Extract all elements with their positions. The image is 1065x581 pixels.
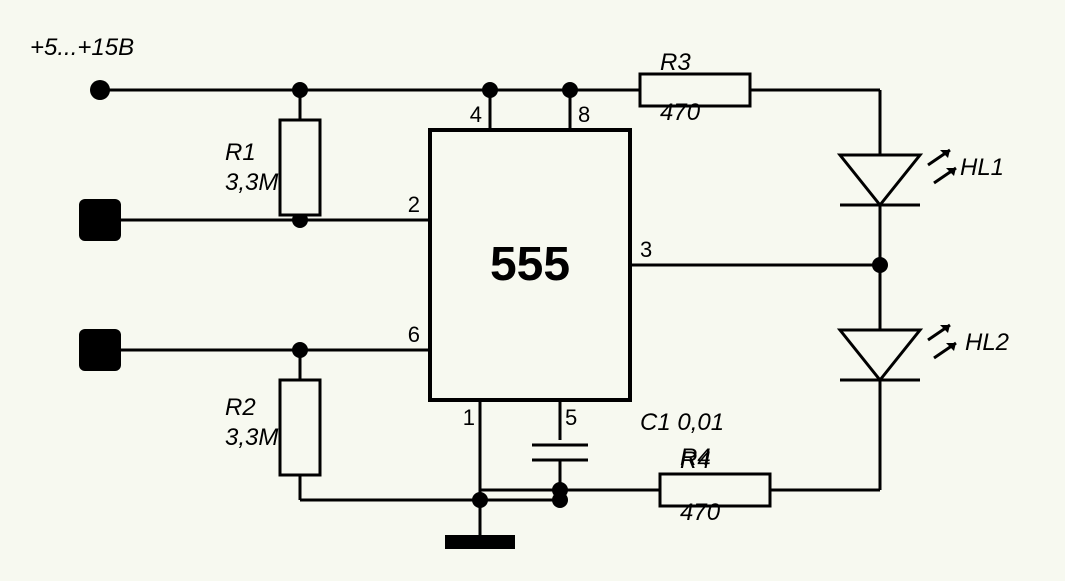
- component-label: 3,3M: [225, 424, 278, 451]
- pin-label: 5: [565, 405, 577, 430]
- component-label: 470: [660, 99, 701, 126]
- touch-pad: [79, 329, 121, 371]
- ic-label: 555: [490, 238, 570, 291]
- component-label: R3: [660, 49, 691, 76]
- pin-label: 4: [470, 102, 482, 127]
- schematic-diagram: 555 4 8 +5...+15B R3 470 HL1 3 HL2 470 R4 1 5 C1 0,01…: [0, 0, 1065, 581]
- junction-node: [292, 82, 308, 98]
- component-label: R1: [225, 139, 256, 166]
- component-label: C1 0,01: [640, 409, 724, 436]
- component-label: R4: [680, 447, 711, 474]
- led-icon: [840, 155, 920, 205]
- pin-label: 2: [408, 192, 420, 217]
- touch-pad: [79, 199, 121, 241]
- pin-label: 1: [463, 405, 475, 430]
- component-label: R2: [225, 394, 256, 421]
- resistor: [280, 380, 320, 475]
- component-label: 470: [680, 499, 721, 526]
- led-icon: [840, 330, 920, 380]
- junction-node: [482, 82, 498, 98]
- pin-label: 8: [578, 102, 590, 127]
- component-label: 3,3M: [225, 169, 278, 196]
- resistor: [280, 120, 320, 215]
- pin-label: 6: [408, 322, 420, 347]
- component-label: +5...+15B: [30, 34, 134, 61]
- pin-label: 3: [640, 237, 652, 262]
- component-label: HL1: [960, 154, 1004, 181]
- component-label: HL2: [965, 329, 1009, 356]
- supply-terminal: [90, 80, 110, 100]
- ground-icon: [445, 535, 515, 549]
